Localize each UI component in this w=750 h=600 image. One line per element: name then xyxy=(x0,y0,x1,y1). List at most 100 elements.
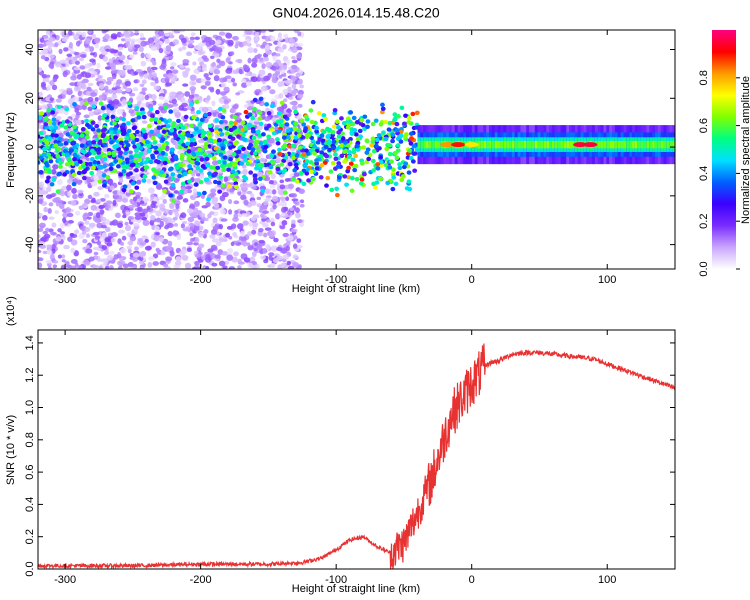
noise-cell xyxy=(124,221,129,226)
noise-cell xyxy=(253,247,258,252)
signal-cell xyxy=(566,140,570,149)
noise-cell xyxy=(231,256,238,263)
noise-cell xyxy=(247,230,252,237)
band-cell xyxy=(334,186,340,192)
noise-cell xyxy=(148,187,155,194)
band-cell xyxy=(138,146,144,151)
noise-cell xyxy=(96,247,102,251)
band-cell xyxy=(336,134,342,139)
signal-cell xyxy=(420,140,424,149)
band-cell xyxy=(301,152,307,157)
noise-cell xyxy=(134,30,139,34)
band-cell xyxy=(126,128,132,134)
band-cell xyxy=(148,106,154,112)
noise-cell xyxy=(136,179,142,185)
noise-cell xyxy=(279,184,286,190)
band-cell xyxy=(260,188,266,193)
noise-cell xyxy=(42,215,48,221)
band-cell xyxy=(406,179,412,184)
band-cell xyxy=(298,145,303,150)
noise-cell xyxy=(221,251,228,256)
band-cell xyxy=(157,155,163,160)
band-cell xyxy=(121,117,126,122)
noise-cell xyxy=(269,231,275,239)
band-cell xyxy=(206,197,211,202)
noise-cell xyxy=(81,230,87,235)
noise-cell xyxy=(263,232,268,238)
noise-cell xyxy=(259,157,266,163)
band-cell xyxy=(173,133,178,138)
noise-cell xyxy=(61,166,68,171)
noise-cell xyxy=(147,74,153,80)
noise-cell xyxy=(215,88,221,95)
noise-cell xyxy=(194,36,200,41)
noise-cell xyxy=(165,45,172,52)
noise-cell xyxy=(181,45,187,51)
noise-cell xyxy=(279,224,286,230)
spectrogram-x-ticks: -300 -200 -100 0 100 xyxy=(54,30,616,286)
noise-cell xyxy=(70,75,77,81)
noise-cell xyxy=(100,224,107,229)
noise-cell xyxy=(38,212,43,217)
band-cell xyxy=(136,115,142,120)
band-cell xyxy=(266,134,272,139)
band-cell xyxy=(349,175,355,181)
noise-cell xyxy=(264,227,272,231)
noise-cell xyxy=(55,236,62,242)
band-cell xyxy=(298,171,304,176)
signal-cell xyxy=(603,140,607,149)
noise-cell xyxy=(182,59,190,64)
noise-cell xyxy=(172,229,178,237)
noise-cell xyxy=(123,30,129,36)
noise-cell xyxy=(182,198,189,203)
noise-cell xyxy=(277,32,282,39)
band-cell xyxy=(403,113,408,118)
band-cell xyxy=(217,128,223,133)
band-cell xyxy=(46,108,52,113)
noise-cell xyxy=(291,105,298,111)
noise-cell xyxy=(254,242,259,246)
noise-cell xyxy=(195,173,201,177)
noise-cell xyxy=(150,46,158,51)
band-cell xyxy=(170,198,176,204)
noise-cell xyxy=(270,245,278,252)
band-cell xyxy=(310,99,316,105)
noise-cell xyxy=(38,195,43,200)
noise-cell xyxy=(220,218,228,222)
band-cell xyxy=(324,183,329,188)
noise-cell xyxy=(103,259,108,265)
band-cell xyxy=(140,110,146,115)
noise-cell xyxy=(189,36,195,41)
noise-cell xyxy=(96,198,102,203)
noise-cell xyxy=(46,244,53,248)
band-cell xyxy=(102,113,107,118)
band-cell xyxy=(199,157,205,162)
noise-cell xyxy=(76,189,84,194)
band-cell xyxy=(156,125,162,130)
noise-cell xyxy=(45,227,50,232)
colorbar-bar xyxy=(712,30,736,269)
noise-cell xyxy=(86,216,92,220)
noise-cell xyxy=(249,200,257,206)
band-cell xyxy=(100,105,106,111)
noise-cell xyxy=(260,85,268,92)
band-cell xyxy=(167,167,173,172)
noise-cell xyxy=(112,199,117,207)
noise-cell xyxy=(150,81,157,87)
noise-cell xyxy=(235,92,241,96)
noise-cell xyxy=(200,85,207,90)
y-tick-label: 40 xyxy=(24,43,36,55)
noise-cell xyxy=(178,47,183,52)
noise-cell xyxy=(291,59,298,64)
band-cell xyxy=(253,176,258,182)
band-cell xyxy=(74,162,80,167)
noise-cell xyxy=(122,111,127,118)
band-cell xyxy=(146,123,152,129)
band-cell xyxy=(88,161,93,167)
x-tick-label: 0 xyxy=(469,574,475,586)
noise-cell xyxy=(112,190,118,195)
signal-cell xyxy=(517,140,521,149)
band-cell xyxy=(247,112,253,117)
band-cell xyxy=(133,159,139,164)
band-cell xyxy=(258,121,264,127)
